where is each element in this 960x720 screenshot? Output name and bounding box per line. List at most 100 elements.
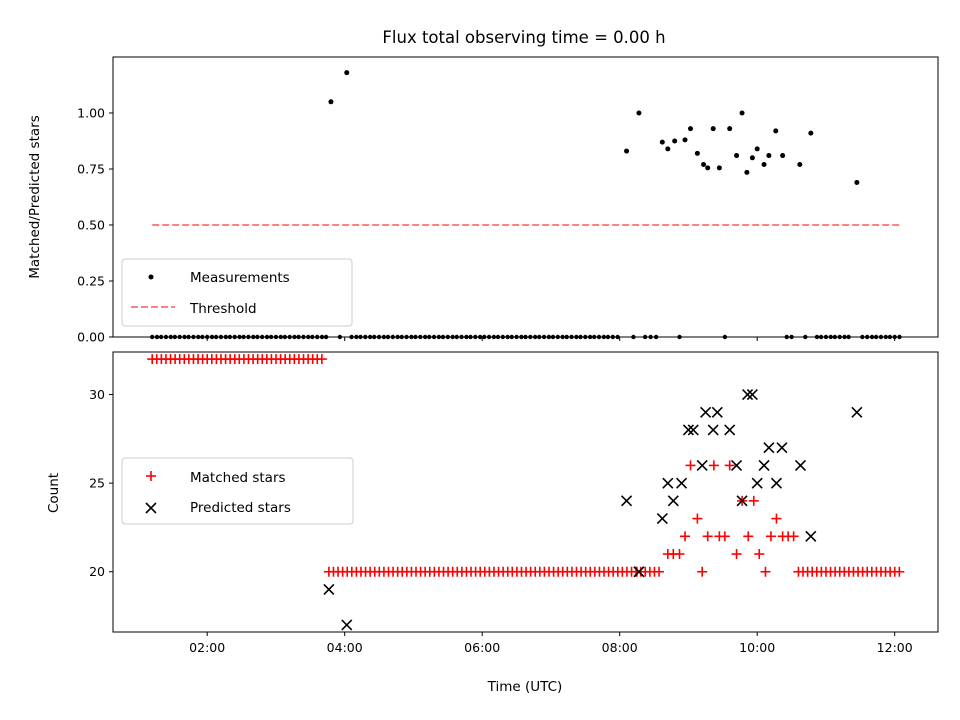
top-legend: Measurements Threshold (121, 258, 353, 327)
predicted-star-point (656, 513, 668, 525)
predicted-star-point (805, 530, 817, 542)
matched-star-point (654, 566, 665, 577)
predicted-legend-marker (145, 502, 157, 514)
top-y-axis: 0.00 0.25 0.50 0.75 1.00 (77, 106, 113, 345)
measurement-point (328, 99, 334, 105)
predicted-star-point (746, 388, 758, 401)
bottom-legend: Matched stars Predicted stars (121, 457, 354, 525)
predicted-star-point (323, 583, 335, 596)
top-y-tick-label: 0.50 (77, 218, 105, 233)
matched-star-point (719, 531, 730, 542)
measurement-point (624, 148, 630, 154)
top-x-ticks (206, 337, 896, 341)
measurement-point (694, 150, 700, 156)
measurement-point (734, 153, 740, 159)
predicted-star-point (662, 477, 674, 489)
matched-star-point (760, 566, 771, 577)
measurement-point (665, 146, 671, 152)
matched-legend-marker (146, 471, 156, 481)
bottom-x-tick-label: 08:00 (602, 640, 638, 655)
measurement-point (739, 110, 745, 116)
measurement-point (705, 165, 711, 171)
legend-threshold-label: Threshold (189, 301, 257, 317)
predicted-star-point (682, 424, 695, 436)
predicted-star-point (730, 459, 743, 471)
measurement-point (710, 126, 716, 132)
bottom-y-tick-label: 25 (89, 476, 105, 491)
predicted-star-point (776, 442, 788, 454)
matched-star-point (765, 531, 776, 542)
bottom-y-tick-label: 20 (89, 564, 105, 579)
measurement-point (744, 169, 750, 175)
measurement-point (761, 162, 767, 168)
predicted-star-point (851, 406, 863, 418)
matched-star-point (316, 354, 327, 365)
measurement-point (754, 146, 760, 152)
predicted-star-point (751, 477, 763, 489)
measurement-point (749, 155, 755, 161)
matched-star-point (697, 566, 708, 577)
legend-measurements-label: Measurements (190, 270, 290, 286)
top-axes-frame (112, 56, 939, 338)
measurement-point (716, 165, 722, 171)
measurement-point (808, 130, 814, 136)
predicted-star-point (620, 495, 633, 507)
measurement-point (773, 128, 779, 134)
predicted-star-point (770, 477, 783, 489)
predicted-star-point (794, 459, 807, 471)
measurement-point (701, 162, 707, 168)
bottom-axes-frame (112, 351, 939, 633)
matched-star-point (631, 566, 642, 577)
bottom-y-axis-label: Count (46, 473, 62, 513)
predicted-star-point (711, 406, 723, 418)
predicted-star-point (736, 495, 748, 507)
matched-star-point (748, 495, 759, 506)
measurement-point (766, 153, 772, 159)
measurement-point (659, 139, 665, 145)
matched-star-point (674, 549, 685, 560)
measurement-point (854, 179, 860, 185)
measurements-legend-marker (148, 274, 154, 280)
predicted-star-point (724, 424, 736, 436)
chart-title: Flux total observing time = 0.00 h (382, 28, 665, 47)
bottom-legend-box (121, 457, 354, 525)
legend-predicted-label: Predicted stars (190, 500, 291, 516)
top-legend-box (121, 258, 353, 327)
top-y-axis-label: Matched/Predicted stars (27, 115, 43, 278)
predicted-star-point (341, 619, 353, 631)
predicted-star-point (741, 388, 754, 401)
matched-star-point (731, 549, 742, 560)
bottom-x-tick-label: 12:00 (877, 640, 913, 655)
matched-star-point (743, 531, 754, 542)
matched-star-point (685, 460, 696, 471)
bottom-x-tick-label: 06:00 (464, 640, 500, 655)
bottom-x-tick-label: 10:00 (739, 640, 775, 655)
matched-star-point (702, 531, 713, 542)
predicted-star-point (667, 495, 679, 507)
matched-star-point (788, 531, 799, 542)
predicted-star-point (707, 424, 719, 436)
matched-star-point (724, 460, 735, 471)
top-y-tick-label: 0.75 (77, 162, 105, 177)
measurement-point (688, 126, 693, 132)
measurement-point (727, 126, 733, 132)
legend-matched-label: Matched stars (190, 470, 286, 486)
x-axis-label: Time (UTC) (487, 679, 563, 695)
predicted-star-point (700, 406, 712, 418)
top-y-tick-label: 0.00 (77, 330, 105, 345)
matched-star-point (680, 531, 690, 542)
matched-star-point (754, 549, 765, 560)
bottom-x-tick-label: 04:00 (327, 640, 363, 655)
matched-star-point (692, 513, 703, 524)
predicted-star-point (696, 459, 708, 471)
predicted-star-point (687, 424, 699, 436)
measurement-point (780, 153, 786, 159)
measurement-point (797, 162, 803, 168)
bottom-x-axis: 02:00 04:00 06:00 08:00 10:00 12:00 (189, 632, 913, 655)
predicted-star-point (633, 566, 645, 578)
matched-star-point (894, 566, 905, 577)
predicted-star-point (675, 477, 688, 489)
measurement-point (636, 110, 642, 116)
bottom-y-axis: 20 25 30 (89, 387, 113, 579)
